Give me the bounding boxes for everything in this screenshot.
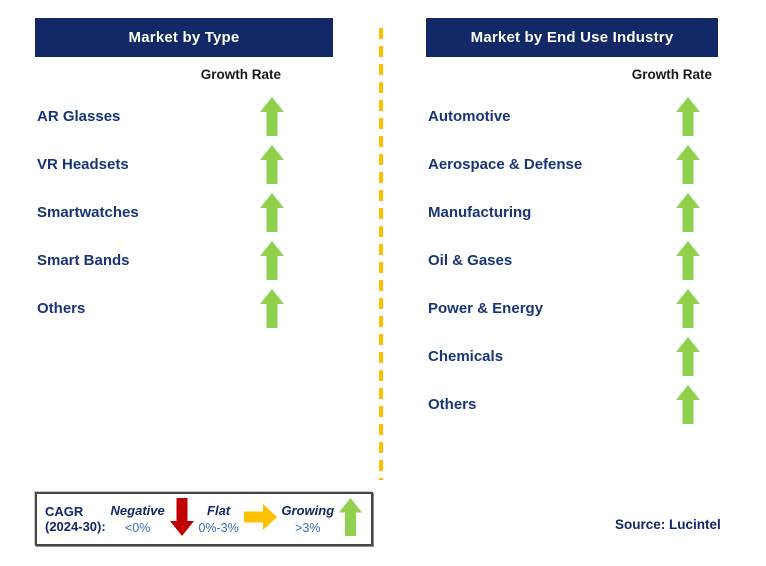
growth-rate-label: Growth Rate bbox=[631, 67, 712, 82]
legend-entry-label: Growing bbox=[281, 502, 335, 518]
legend-entry-range: >3% bbox=[295, 520, 321, 535]
list-item: AR Glasses bbox=[35, 92, 333, 140]
panel-title-bar: Market by End Use Industry bbox=[426, 18, 718, 57]
legend-entry-growing: Growing >3% bbox=[281, 503, 334, 536]
list-item: Others bbox=[426, 380, 718, 428]
list-item: Aerospace & Defense bbox=[426, 140, 718, 188]
segment-label: Smartwatches bbox=[37, 203, 139, 221]
list-item: Manufacturing bbox=[426, 188, 718, 236]
panel-market-by-end-use-industry: Market by End Use Industry Growth Rate A… bbox=[426, 18, 718, 428]
list-item: Smartwatches bbox=[35, 188, 333, 236]
list-item: Oil & Gases bbox=[426, 236, 718, 284]
arrow-up-icon bbox=[676, 336, 700, 376]
arrow-up-icon bbox=[260, 240, 284, 280]
arrow-up-icon bbox=[260, 192, 284, 232]
panel-title-bar: Market by Type bbox=[35, 18, 333, 57]
segment-label: Automotive bbox=[428, 107, 511, 125]
legend-entry-range: <0% bbox=[124, 520, 151, 535]
arrow-up-icon bbox=[260, 288, 284, 328]
legend-entry-negative: Negative <0% bbox=[111, 503, 165, 536]
arrow-up-icon bbox=[676, 192, 700, 232]
arrow-right-icon bbox=[243, 503, 277, 535]
arrow-down-icon bbox=[169, 497, 194, 541]
legend-entry-label: Negative bbox=[110, 502, 165, 518]
legend-title-line1: CAGR bbox=[45, 504, 84, 519]
panel-market-by-type: Market by Type Growth Rate AR Glasses VR… bbox=[35, 18, 333, 332]
list-item: Automotive bbox=[426, 92, 718, 140]
segment-label: Aerospace & Defense bbox=[428, 155, 583, 173]
legend-title-line2: (2024-30): bbox=[45, 519, 106, 534]
segment-label: AR Glasses bbox=[37, 107, 121, 125]
arrow-up-icon bbox=[676, 240, 700, 280]
list-item: VR Headsets bbox=[35, 140, 333, 188]
arrow-up-icon bbox=[676, 96, 700, 136]
legend-entry-flat: Flat 0%-3% bbox=[198, 503, 238, 536]
arrow-up-icon bbox=[260, 96, 284, 136]
segment-label: Others bbox=[428, 395, 477, 413]
dashed-divider bbox=[379, 28, 383, 480]
growth-rate-label: Growth Rate bbox=[200, 67, 281, 82]
segment-label: Chemicals bbox=[428, 347, 504, 365]
segment-label: Manufacturing bbox=[428, 203, 532, 221]
arrow-up-icon bbox=[676, 384, 700, 424]
arrow-up-icon bbox=[676, 288, 700, 328]
segment-list: AR Glasses VR Headsets Smartwatches Smar… bbox=[35, 92, 333, 332]
segment-label: VR Headsets bbox=[37, 155, 129, 173]
segment-label: Smart Bands bbox=[37, 251, 130, 269]
segment-list: Automotive Aerospace & Defense Manufactu… bbox=[426, 92, 718, 428]
legend-title: CAGR (2024-30): bbox=[45, 504, 106, 534]
arrow-up-icon bbox=[260, 144, 284, 184]
arrow-up-icon bbox=[338, 497, 362, 541]
segment-label: Oil & Gases bbox=[428, 251, 513, 269]
list-item: Smart Bands bbox=[35, 236, 333, 284]
list-item: Others bbox=[35, 284, 333, 332]
cagr-legend: CAGR (2024-30): Negative <0% Flat 0%-3% … bbox=[35, 492, 373, 546]
legend-entry-label: Flat bbox=[207, 502, 231, 518]
panel-title: Market by Type bbox=[128, 29, 240, 46]
source-label: Source: Lucintel bbox=[615, 517, 721, 532]
list-item: Power & Energy bbox=[426, 284, 718, 332]
list-item: Chemicals bbox=[426, 332, 718, 380]
panel-title: Market by End Use Industry bbox=[470, 29, 674, 46]
segment-label: Power & Energy bbox=[428, 299, 544, 317]
segment-label: Others bbox=[37, 299, 86, 317]
legend-entry-range: 0%-3% bbox=[198, 520, 239, 535]
arrow-up-icon bbox=[676, 144, 700, 184]
